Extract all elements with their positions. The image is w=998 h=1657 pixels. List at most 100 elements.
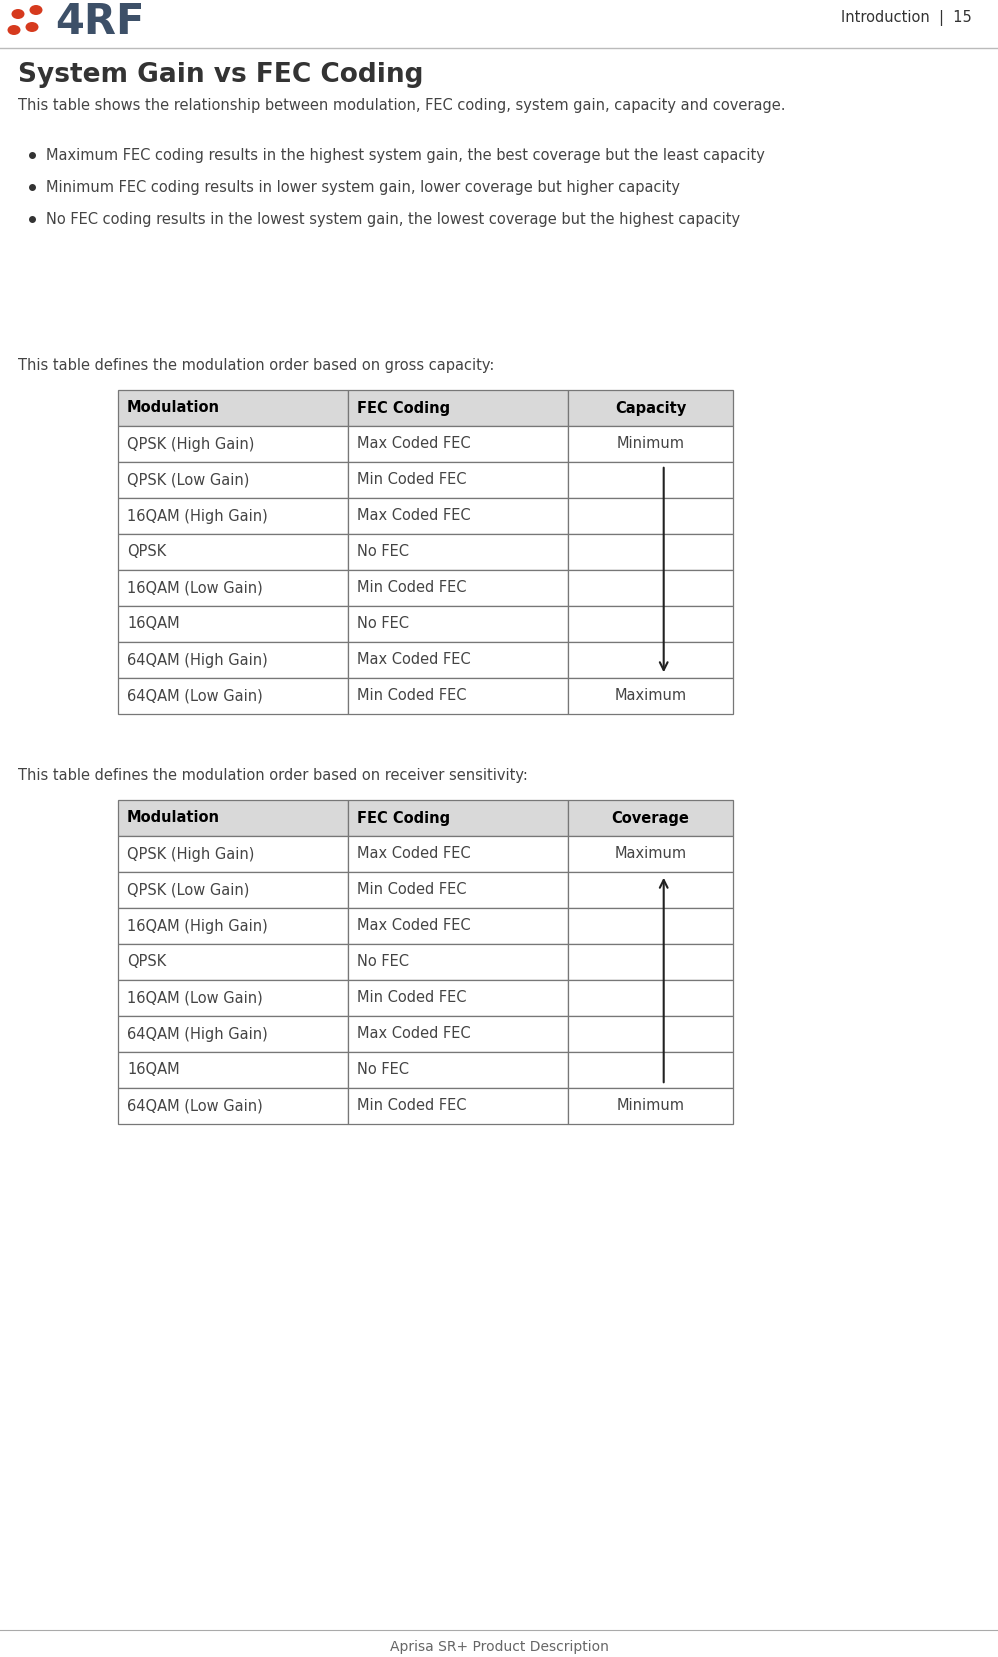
Text: Aprisa SR+ Product Description: Aprisa SR+ Product Description [389, 1640, 609, 1654]
Bar [118, 462, 348, 499]
Text: 4RF: 4RF [55, 2, 145, 43]
Bar [568, 979, 733, 1016]
Text: QPSK: QPSK [127, 954, 167, 969]
Text: Max Coded FEC: Max Coded FEC [357, 509, 471, 524]
Text: Maximum: Maximum [615, 689, 687, 704]
Text: Max Coded FEC: Max Coded FEC [357, 847, 471, 862]
Text: No FEC: No FEC [357, 954, 409, 969]
Text: This table defines the modulation order based on receiver sensitivity:: This table defines the modulation order … [18, 767, 528, 784]
Text: 64QAM (High Gain): 64QAM (High Gain) [127, 1026, 267, 1042]
Text: No FEC: No FEC [357, 545, 409, 560]
Bar [118, 534, 348, 570]
Text: Min Coded FEC: Min Coded FEC [357, 1099, 466, 1114]
Bar [118, 1052, 348, 1089]
Bar [568, 499, 733, 534]
Bar [348, 462, 568, 499]
Ellipse shape [8, 25, 21, 35]
Text: Minimum FEC coding results in lower system gain, lower coverage but higher capac: Minimum FEC coding results in lower syst… [46, 181, 680, 196]
Bar [118, 641, 348, 678]
Text: 16QAM (High Gain): 16QAM (High Gain) [127, 918, 267, 933]
Bar [568, 606, 733, 641]
Text: QPSK (Low Gain): QPSK (Low Gain) [127, 883, 250, 898]
Text: 16QAM: 16QAM [127, 1062, 180, 1077]
Bar [568, 570, 733, 606]
Text: 16QAM: 16QAM [127, 616, 180, 631]
Text: Min Coded FEC: Min Coded FEC [357, 991, 466, 1006]
Text: Modulation: Modulation [127, 401, 220, 416]
Text: Introduction  |  15: Introduction | 15 [841, 10, 972, 27]
Bar [348, 979, 568, 1016]
Bar [118, 499, 348, 534]
Text: This table shows the relationship between modulation, FEC coding, system gain, c: This table shows the relationship betwee… [18, 98, 785, 113]
Bar [568, 462, 733, 499]
Bar [118, 872, 348, 908]
Bar [348, 389, 568, 426]
Bar [568, 534, 733, 570]
Bar [348, 1089, 568, 1123]
Bar [118, 944, 348, 979]
Text: 64QAM (Low Gain): 64QAM (Low Gain) [127, 1099, 262, 1114]
Text: Maximum FEC coding results in the highest system gain, the best coverage but the: Maximum FEC coding results in the highes… [46, 147, 764, 162]
Text: FEC Coding: FEC Coding [357, 810, 450, 825]
Bar [348, 800, 568, 837]
Text: Min Coded FEC: Min Coded FEC [357, 689, 466, 704]
Text: Max Coded FEC: Max Coded FEC [357, 436, 471, 451]
Text: 16QAM (Low Gain): 16QAM (Low Gain) [127, 991, 262, 1006]
Bar [118, 1016, 348, 1052]
Bar [568, 678, 733, 714]
Text: QPSK: QPSK [127, 545, 167, 560]
Text: No FEC: No FEC [357, 1062, 409, 1077]
Bar [118, 389, 348, 426]
Bar [568, 1089, 733, 1123]
Bar [118, 678, 348, 714]
Bar [568, 944, 733, 979]
Bar [118, 426, 348, 462]
Bar [348, 499, 568, 534]
Bar [348, 570, 568, 606]
Text: Max Coded FEC: Max Coded FEC [357, 653, 471, 668]
Bar [118, 979, 348, 1016]
Ellipse shape [30, 5, 43, 15]
Text: Max Coded FEC: Max Coded FEC [357, 918, 471, 933]
Bar [568, 800, 733, 837]
Bar [118, 1089, 348, 1123]
Text: QPSK (Low Gain): QPSK (Low Gain) [127, 472, 250, 487]
Text: Max Coded FEC: Max Coded FEC [357, 1026, 471, 1042]
Bar [348, 606, 568, 641]
Text: Maximum: Maximum [615, 847, 687, 862]
Text: Minimum: Minimum [617, 1099, 685, 1114]
Bar [568, 426, 733, 462]
Text: Modulation: Modulation [127, 810, 220, 825]
Bar [118, 908, 348, 944]
Text: 64QAM (High Gain): 64QAM (High Gain) [127, 653, 267, 668]
Bar [348, 678, 568, 714]
Bar [118, 837, 348, 872]
Text: 64QAM (Low Gain): 64QAM (Low Gain) [127, 689, 262, 704]
Ellipse shape [12, 8, 25, 18]
Bar [568, 908, 733, 944]
Bar [348, 1016, 568, 1052]
Text: QPSK (High Gain): QPSK (High Gain) [127, 436, 254, 451]
Text: Minimum: Minimum [617, 436, 685, 451]
Bar [118, 606, 348, 641]
Bar [568, 641, 733, 678]
Text: QPSK (High Gain): QPSK (High Gain) [127, 847, 254, 862]
Text: Min Coded FEC: Min Coded FEC [357, 472, 466, 487]
Text: Min Coded FEC: Min Coded FEC [357, 883, 466, 898]
Text: Coverage: Coverage [612, 810, 690, 825]
Text: Min Coded FEC: Min Coded FEC [357, 580, 466, 595]
Text: No FEC: No FEC [357, 616, 409, 631]
Bar [118, 800, 348, 837]
Bar [348, 908, 568, 944]
Text: This table defines the modulation order based on gross capacity:: This table defines the modulation order … [18, 358, 494, 373]
Text: FEC Coding: FEC Coding [357, 401, 450, 416]
Bar [348, 872, 568, 908]
Text: 16QAM (Low Gain): 16QAM (Low Gain) [127, 580, 262, 595]
Bar [348, 534, 568, 570]
Text: 16QAM (High Gain): 16QAM (High Gain) [127, 509, 267, 524]
Bar [568, 837, 733, 872]
Bar [348, 837, 568, 872]
Bar [348, 1052, 568, 1089]
Bar [568, 872, 733, 908]
Ellipse shape [26, 22, 39, 31]
